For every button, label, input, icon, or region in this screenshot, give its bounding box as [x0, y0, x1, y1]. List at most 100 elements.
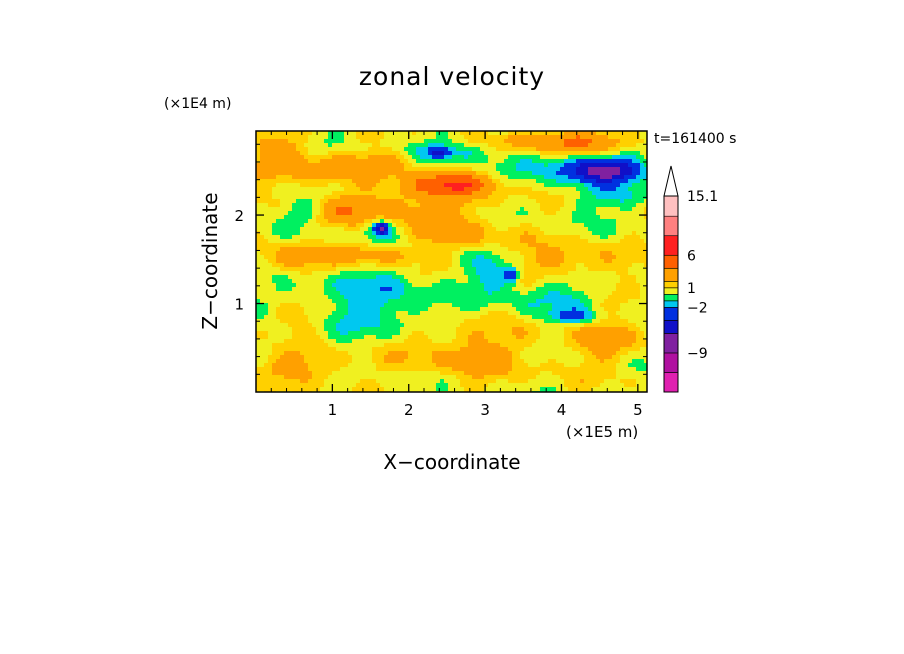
heatmap-cell — [416, 219, 421, 224]
heatmap-cell — [368, 199, 373, 204]
heatmap-cell — [564, 135, 569, 140]
heatmap-cell — [280, 131, 285, 136]
heatmap-cell — [388, 155, 393, 160]
heatmap-cell — [572, 311, 577, 316]
heatmap-cell — [580, 283, 585, 288]
heatmap-cell — [380, 215, 385, 220]
heatmap-cell — [588, 187, 593, 192]
heatmap-cell — [500, 251, 505, 256]
heatmap-cell — [516, 303, 521, 308]
heatmap-cell — [492, 143, 497, 148]
heatmap-cell — [360, 299, 365, 304]
heatmap-cell — [540, 135, 545, 140]
heatmap-cell — [600, 323, 605, 328]
heatmap-cell — [296, 291, 301, 296]
heatmap-cell — [432, 151, 437, 156]
heatmap-cell — [272, 287, 277, 292]
heatmap-cell — [564, 207, 569, 212]
heatmap-cell — [544, 323, 549, 328]
heatmap-cell — [368, 235, 373, 240]
heatmap-cell — [340, 151, 345, 156]
heatmap-cell — [344, 151, 349, 156]
heatmap-cell — [344, 307, 349, 312]
heatmap-cell — [448, 139, 453, 144]
heatmap-cell — [448, 183, 453, 188]
heatmap-cell — [376, 223, 381, 228]
heatmap-cell — [508, 283, 513, 288]
heatmap-cell — [544, 203, 549, 208]
heatmap-cell — [428, 227, 433, 232]
heatmap-cell — [576, 239, 581, 244]
heatmap-cell — [476, 287, 481, 292]
heatmap-cell — [440, 219, 445, 224]
heatmap-cell — [368, 299, 373, 304]
heatmap-cell — [300, 303, 305, 308]
heatmap-cell — [276, 147, 281, 152]
heatmap-cell — [472, 259, 477, 264]
heatmap-cell — [296, 259, 301, 264]
heatmap-cell — [308, 187, 313, 192]
heatmap-cell — [488, 219, 493, 224]
heatmap-cell — [552, 223, 557, 228]
heatmap-cell — [512, 159, 517, 164]
heatmap-cell — [256, 135, 261, 140]
heatmap-cell — [496, 191, 501, 196]
heatmap-cell — [388, 207, 393, 212]
heatmap-cell — [528, 199, 533, 204]
heatmap-cell — [368, 319, 373, 324]
heatmap-cell — [312, 139, 317, 144]
heatmap-cell — [276, 235, 281, 240]
heatmap-cell — [280, 191, 285, 196]
heatmap-cell — [436, 267, 441, 272]
heatmap-cell — [428, 175, 433, 180]
heatmap-cell — [384, 187, 389, 192]
heatmap-cell — [560, 175, 565, 180]
heatmap-cell — [552, 215, 557, 220]
heatmap-cell — [484, 191, 489, 196]
heatmap-cell — [356, 171, 361, 176]
heatmap-cell — [556, 191, 561, 196]
heatmap-cell — [644, 263, 647, 268]
heatmap-cell — [256, 215, 261, 220]
heatmap-cell — [620, 303, 625, 308]
heatmap-cell — [536, 139, 541, 144]
heatmap-cell — [360, 191, 365, 196]
heatmap-cell — [608, 159, 613, 164]
heatmap-cell — [560, 151, 565, 156]
heatmap-cell — [300, 151, 305, 156]
heatmap-cell — [256, 171, 261, 176]
heatmap-cell — [624, 159, 629, 164]
heatmap-cell — [584, 199, 589, 204]
heatmap-cell — [284, 231, 289, 236]
heatmap-cell — [308, 151, 313, 156]
heatmap-cell — [312, 251, 317, 256]
heatmap-cell — [324, 207, 329, 212]
heatmap-cell — [348, 323, 353, 328]
heatmap-cell — [472, 135, 477, 140]
heatmap-cell — [408, 231, 413, 236]
heatmap-cell — [272, 159, 277, 164]
heatmap-cell — [596, 243, 601, 248]
heatmap-cell — [388, 323, 393, 328]
heatmap-cell — [404, 167, 409, 172]
heatmap-cell — [572, 147, 577, 152]
heatmap-cell — [308, 143, 313, 148]
heatmap-cell — [300, 279, 305, 284]
heatmap-cell — [540, 323, 545, 328]
heatmap-cell — [408, 235, 413, 240]
heatmap-cell — [636, 299, 641, 304]
heatmap-cell — [456, 307, 461, 312]
heatmap-cell — [328, 223, 333, 228]
heatmap-cell — [320, 227, 325, 232]
heatmap-cell — [348, 271, 353, 276]
heatmap-cell — [640, 139, 645, 144]
heatmap-cell — [460, 239, 465, 244]
heatmap-cell — [640, 227, 645, 232]
heatmap-cell — [432, 287, 437, 292]
heatmap-cell — [612, 255, 617, 260]
heatmap-cell — [640, 263, 645, 268]
heatmap-cell — [348, 167, 353, 172]
heatmap-cell — [620, 267, 625, 272]
heatmap-cell — [544, 147, 549, 152]
heatmap-cell — [460, 171, 465, 176]
